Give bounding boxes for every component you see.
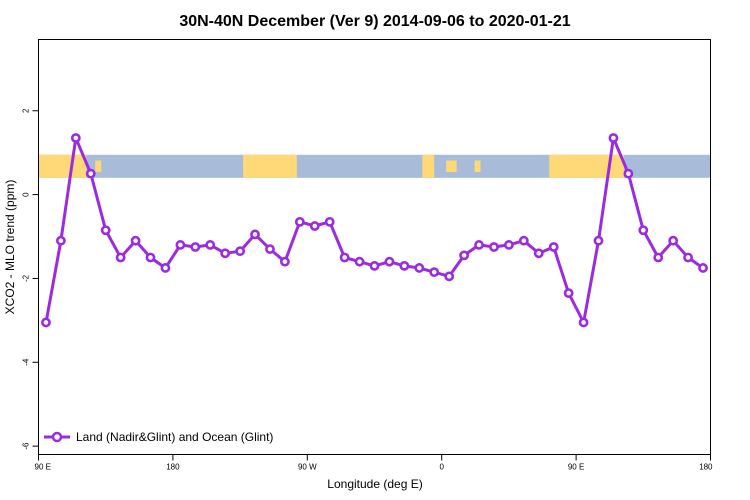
- legend-marker: [51, 431, 63, 443]
- data-point: [115, 252, 126, 263]
- x-axis: 90 E 180 90 W 0 90 E 180: [35, 454, 713, 472]
- data-point: [429, 267, 440, 278]
- data-point: [608, 133, 619, 143]
- series-layer: [41, 133, 708, 328]
- data-point: [235, 246, 245, 257]
- y-axis-label: XCO2 - MLO trend (ppm): [3, 180, 17, 315]
- data-point: [384, 256, 395, 267]
- y-tick-label: -2: [22, 274, 31, 282]
- data-point: [459, 250, 469, 261]
- x-tick-label: 180: [166, 463, 180, 472]
- y-tick-label: 2: [22, 108, 31, 113]
- data-point: [220, 248, 231, 259]
- data-point: [668, 235, 679, 246]
- data-point: [160, 263, 171, 273]
- data-point: [533, 248, 544, 259]
- data-point: [175, 240, 186, 250]
- data-point: [399, 260, 410, 271]
- data-point: [563, 288, 574, 299]
- data-point: [369, 260, 380, 271]
- data-point: [324, 216, 335, 227]
- y-tick-label: -4: [22, 358, 31, 366]
- map-land: [422, 154, 435, 178]
- data-point: [309, 221, 320, 231]
- data-point: [489, 242, 499, 252]
- map-land: [474, 160, 481, 173]
- data-point: [638, 225, 649, 236]
- map-land: [95, 160, 102, 173]
- legend-label: Land (Nadir&Glint) and Ocean (Glint): [76, 430, 273, 444]
- data-point: [279, 256, 290, 267]
- y-axis: 2 0 -2 -4 -6: [22, 108, 39, 450]
- map-land: [38, 154, 87, 178]
- data-point: [70, 133, 81, 143]
- data-point: [294, 216, 305, 227]
- map-strip: [38, 154, 711, 178]
- data-point: [145, 252, 156, 263]
- data-point: [593, 235, 604, 246]
- x-tick-label: 180: [699, 463, 713, 472]
- data-point: [85, 168, 96, 179]
- data-point: [354, 256, 365, 267]
- x-tick-label: 90 W: [298, 463, 317, 472]
- x-tick-label: 0: [439, 463, 444, 472]
- map-land: [446, 160, 457, 173]
- data-point: [205, 240, 216, 250]
- map-ocean: [38, 154, 711, 178]
- data-point: [474, 240, 484, 250]
- legend: Land (Nadir&Glint) and Ocean (Glint): [44, 430, 273, 444]
- data-point: [130, 235, 141, 246]
- data-point: [339, 252, 350, 263]
- y-tick-label: -6: [22, 442, 31, 450]
- data-point: [190, 242, 201, 252]
- map-land: [549, 154, 624, 178]
- data-point: [41, 317, 51, 328]
- map-land: [243, 154, 297, 178]
- chart-title: 30N-40N December (Ver 9) 2014-09-06 to 2…: [179, 13, 570, 30]
- data-point: [548, 242, 559, 252]
- data-point: [653, 252, 664, 263]
- data-point: [578, 317, 589, 328]
- data-point: [518, 235, 529, 246]
- data-point: [698, 263, 708, 273]
- data-point: [100, 225, 111, 236]
- data-point: [414, 263, 425, 273]
- x-tick-label: 90 E: [35, 463, 51, 472]
- data-point: [683, 252, 693, 263]
- x-axis-label: Longitude (deg E): [327, 477, 422, 491]
- data-point: [250, 229, 260, 240]
- plot-frame: [38, 39, 711, 455]
- data-point: [444, 271, 455, 282]
- data-point: [56, 235, 66, 246]
- data-point: [503, 240, 514, 250]
- data-point: [265, 244, 275, 254]
- data-point: [623, 168, 634, 179]
- x-tick-label: 90 E: [568, 463, 584, 472]
- y-tick-label: 0: [22, 192, 31, 197]
